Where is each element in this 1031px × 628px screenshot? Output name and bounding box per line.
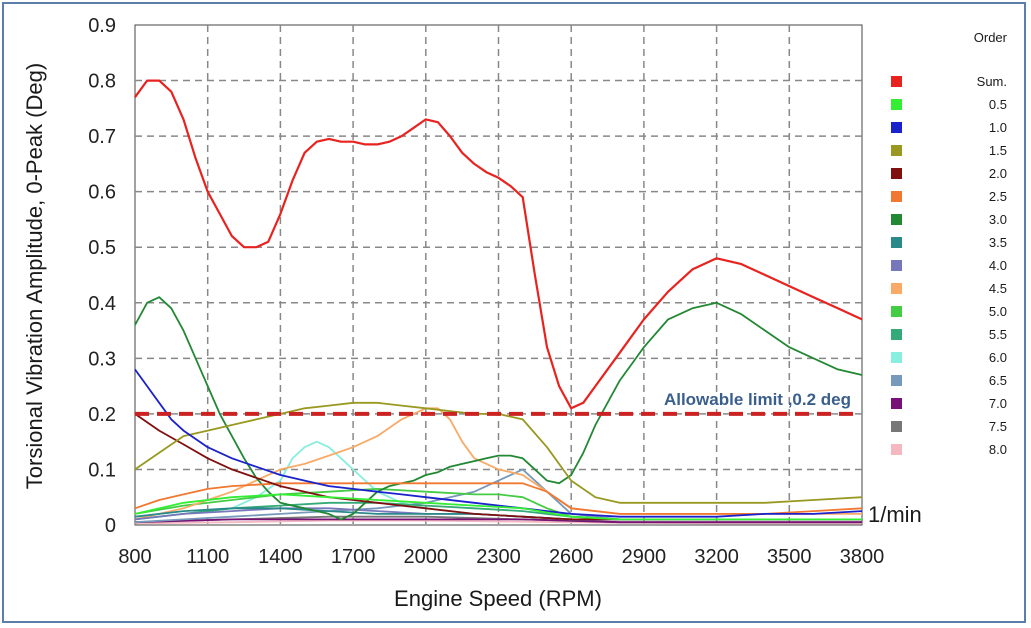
x-tick-label: 1400 <box>258 546 303 568</box>
legend-title: Order <box>974 30 1008 45</box>
legend: Sum. 0.5 1.0 1.5 2.0 2.5 3.0 3.5 4.0 4.5 5.0 5.5 6.0… <box>891 74 1007 457</box>
legend-label: 2.5 <box>989 189 1007 204</box>
y-tick-label: 0.3 <box>88 348 116 370</box>
legend-label: 5.0 <box>989 304 1007 319</box>
x-tick-label: 3500 <box>767 546 812 568</box>
plot-area <box>134 24 863 526</box>
x-tick-label: 1100 <box>186 546 229 568</box>
legend-swatch <box>891 145 902 156</box>
x-tick-label: 2900 <box>622 546 667 568</box>
legend-label: 8.0 <box>989 442 1007 457</box>
legend-swatch <box>891 444 902 455</box>
x-tick-label: 3800 <box>840 546 885 568</box>
legend-swatch <box>891 421 902 432</box>
y-tick-label: 0.4 <box>88 293 116 315</box>
legend-label: 0.5 <box>989 97 1007 112</box>
y-tick-label: 0 <box>105 515 116 537</box>
legend-swatch <box>891 398 902 409</box>
legend-label: 7.5 <box>989 419 1007 434</box>
legend-swatch <box>891 168 902 179</box>
legend-label: 6.5 <box>989 373 1007 388</box>
x-tick-label: 3200 <box>694 546 739 568</box>
x-tick-label: 2600 <box>549 546 594 568</box>
y-tick-label: 0.6 <box>88 182 116 204</box>
y-tick-label: 0.2 <box>88 404 116 426</box>
legend-swatch <box>891 237 902 248</box>
legend-label: 5.5 <box>989 327 1007 342</box>
legend-swatch <box>891 122 902 133</box>
legend-swatch <box>891 191 902 202</box>
x-unit-label: 1/min <box>868 502 922 527</box>
series-line-3.0 <box>134 296 863 521</box>
legend-label: 6.0 <box>989 350 1007 365</box>
legend-label: 4.0 <box>989 258 1007 273</box>
x-tick-label: 800 <box>118 546 151 568</box>
legend-label: 2.0 <box>989 166 1007 181</box>
legend-swatch <box>891 99 902 110</box>
legend-swatch <box>891 283 902 294</box>
y-tick-label: 0.9 <box>88 15 116 37</box>
y-tick-labels: 0 0.1 0.2 0.3 0.4 0.5 0.6 0.7 0.8 0.9 <box>88 15 116 537</box>
legend-swatch <box>891 76 902 87</box>
legend-swatch <box>891 329 902 340</box>
x-tick-label: 1700 <box>331 546 376 568</box>
y-tick-label: 0.8 <box>88 71 116 93</box>
series-line-7.0 <box>134 518 862 524</box>
x-tick-labels: 800 1100 1400 1700 2000 2300 2600 2900 3200 3500 3… <box>118 546 884 568</box>
legend-swatch <box>891 260 902 271</box>
legend-label: 7.0 <box>989 396 1007 411</box>
legend-swatch <box>891 375 902 386</box>
legend-swatch <box>891 306 902 317</box>
legend-swatch <box>891 352 902 363</box>
series-line-0.5 <box>134 493 862 521</box>
series-line-2.5 <box>134 482 863 515</box>
legend-label: Sum. <box>977 74 1007 89</box>
y-tick-label: 0.7 <box>88 126 116 148</box>
legend-label: 4.5 <box>989 281 1007 296</box>
legend-swatch <box>891 214 902 225</box>
legend-label: 1.5 <box>989 143 1007 158</box>
allowable-limit-annotation: Allowable limit ,0.2 deg <box>664 390 851 409</box>
legend-label: 3.0 <box>989 212 1007 227</box>
series-line-8.0 <box>134 519 862 525</box>
series-line-1.5 <box>134 401 863 504</box>
series-layer <box>134 79 863 525</box>
x-axis-title: Engine Speed (RPM) <box>394 586 602 611</box>
y-tick-label: 0.5 <box>88 237 116 259</box>
legend-label: 1.0 <box>989 120 1007 135</box>
y-axis-title: Torsional Vibration Amplitude, 0-Peak (D… <box>22 63 47 489</box>
x-tick-label: 2300 <box>476 546 521 568</box>
series-line-Sum. <box>134 79 863 410</box>
x-tick-label: 2000 <box>404 546 449 568</box>
series-line-1.0 <box>134 368 863 518</box>
y-tick-label: 0.1 <box>88 459 116 481</box>
legend-label: 3.5 <box>989 235 1007 250</box>
